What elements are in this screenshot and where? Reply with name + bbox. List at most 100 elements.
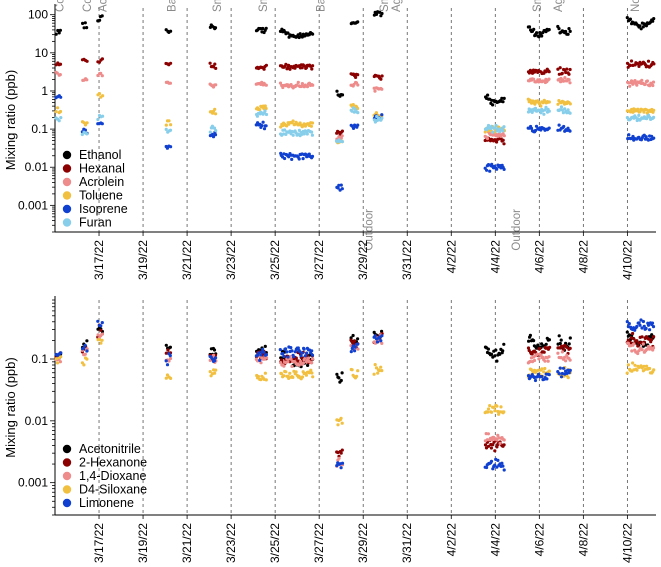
point-1-4-dioxane (279, 361, 283, 365)
y-tick-label: 1 (41, 84, 48, 98)
point-d4-siloxane (540, 367, 544, 371)
point-ethanol (502, 96, 506, 100)
point-furan (164, 127, 168, 131)
point-isoprene (486, 163, 491, 167)
point-1-4-dioxane (564, 359, 568, 363)
legend-marker-isoprene (62, 204, 72, 214)
point-furan (502, 125, 506, 129)
event-annotation: Aged smoke (391, 0, 403, 12)
x-tick-label: 3/17/22 (92, 523, 106, 563)
point-furan (57, 119, 61, 123)
point-acrolein (567, 78, 571, 82)
point-limonene (545, 377, 549, 381)
point-acetonitrile (501, 349, 505, 353)
point-toluene (528, 98, 532, 102)
point-limonene (285, 350, 289, 354)
point-limonene (168, 354, 172, 358)
point-limonene (502, 468, 506, 472)
point-2-hexanone (99, 328, 103, 332)
point-furan (291, 133, 295, 137)
legend-marker-acrolein (62, 177, 72, 187)
legend-label-2-hexanone: 2-Hexanone (79, 456, 147, 470)
point-ethanol (628, 17, 633, 21)
point-d4-siloxane (100, 338, 104, 342)
point-limonene (96, 319, 100, 323)
point-limonene (213, 359, 217, 363)
x-tick-label: 3/29/22 (356, 523, 370, 563)
point-limonene (496, 458, 500, 462)
point-limonene (310, 349, 314, 353)
point-isoprene (287, 155, 291, 159)
point-acrolein (264, 83, 268, 87)
point-acetonitrile (532, 339, 536, 343)
event-annotation: Cooking (82, 0, 94, 12)
point-furan (263, 109, 267, 113)
point-limonene (210, 357, 214, 361)
point-2-hexanone (502, 443, 506, 447)
x-tick-label: 3/31/22 (400, 240, 414, 280)
point-isoprene (301, 157, 305, 161)
point-isoprene (336, 186, 340, 190)
point-d4-siloxane (282, 374, 286, 378)
point-hexanal (567, 72, 571, 76)
point-d4-siloxane (626, 363, 631, 367)
point-acrolein (305, 85, 310, 89)
point-isoprene (340, 187, 344, 191)
point-isoprene (534, 124, 539, 128)
legend-marker-limonene (62, 498, 72, 508)
legend-label-ethanol: Ethanol (79, 148, 121, 162)
point-d4-siloxane (169, 376, 173, 380)
point-2-hexanone (491, 443, 495, 447)
point-toluene (638, 110, 642, 114)
point-d4-siloxane (631, 361, 635, 365)
point-acrolein (373, 89, 377, 93)
point-toluene (556, 102, 560, 106)
point-1-4-dioxane (58, 360, 63, 364)
point-1-4-dioxane (568, 358, 572, 362)
legend-marker-acetonitrile (62, 444, 72, 454)
point-ethanol (54, 32, 58, 36)
point-d4-siloxane (309, 368, 313, 372)
point-toluene (568, 102, 572, 106)
point-furan (542, 112, 546, 116)
point-d4-siloxane (633, 363, 637, 367)
x-tick-label: 4/6/22 (532, 240, 546, 274)
x-tick-label: 3/27/22 (312, 523, 326, 563)
point-hexanal (354, 75, 358, 79)
point-toluene (56, 106, 60, 110)
point-acrolein (85, 78, 89, 82)
point-1-4-dioxane (100, 332, 104, 336)
point-ethanol (57, 31, 61, 35)
point-limonene (299, 354, 303, 358)
point-limonene (292, 355, 296, 359)
point-hexanal (214, 66, 218, 70)
point-isoprene (262, 127, 267, 131)
point-isoprene (339, 183, 343, 187)
point-acrolein (640, 78, 644, 82)
point-acetonitrile (557, 334, 561, 338)
point-limonene (339, 466, 343, 470)
point-isoprene (562, 124, 566, 129)
point-d4-siloxane (635, 368, 639, 372)
point-toluene (258, 108, 262, 112)
y-tick-label: 10 (35, 46, 49, 60)
point-acetonitrile (212, 348, 217, 352)
point-2-hexanone (548, 345, 552, 349)
point-hexanal (264, 63, 268, 67)
point-ethanol (213, 26, 218, 30)
point-d4-siloxane (642, 364, 646, 368)
point-ethanol (380, 11, 384, 16)
point-limonene (353, 345, 357, 349)
x-tick-label: 3/21/22 (180, 240, 194, 280)
x-tick-label: 3/21/22 (180, 523, 194, 563)
point-limonene (533, 378, 538, 383)
point-ethanol (566, 32, 570, 36)
point-acrolein (643, 82, 647, 86)
point-1-4-dioxane (498, 441, 502, 445)
point-2-hexanone (542, 350, 546, 354)
point-d4-siloxane (287, 376, 291, 380)
point-hexanal (564, 70, 568, 75)
point-ethanol (568, 29, 572, 33)
point-furan (85, 132, 89, 136)
point-2-hexanone (166, 348, 170, 352)
